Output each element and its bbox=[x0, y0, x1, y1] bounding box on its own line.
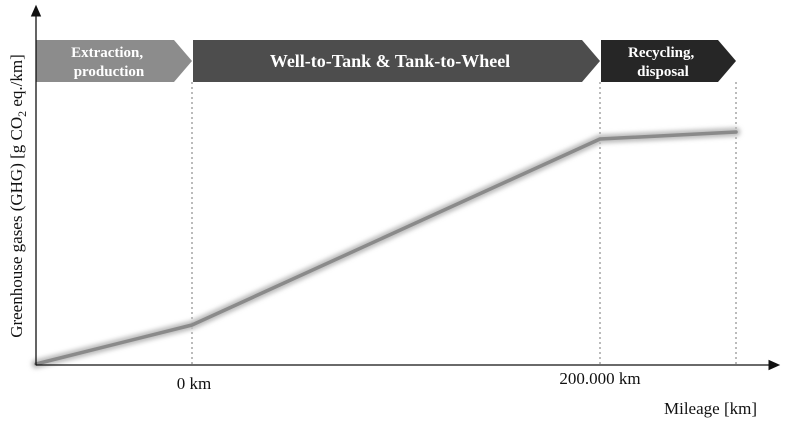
phase-arrow-recycling bbox=[601, 40, 736, 82]
phase-separators bbox=[191, 82, 737, 365]
phase-arrow-use bbox=[193, 40, 600, 82]
x-tick-0km: 0 km bbox=[177, 374, 211, 393]
phase-label-extraction-line-2: production bbox=[74, 64, 145, 80]
y-axis-label-main: Greenhouse gases (GHG) [g CO bbox=[7, 117, 26, 338]
ghg-curve-glow bbox=[31, 127, 741, 369]
ghg-curve bbox=[31, 127, 741, 369]
ghg-curve-line bbox=[34, 130, 738, 366]
axes bbox=[30, 4, 781, 371]
phase-label-recycling: Recycling, disposal bbox=[628, 45, 698, 80]
y-axis-label-tail: eq./km] bbox=[7, 54, 26, 111]
x-axis-label: Mileage [km] bbox=[664, 399, 757, 418]
phase-label-use: Well-to-Tank & Tank-to-Wheel bbox=[270, 51, 510, 71]
phase-label-extraction: Extraction, production bbox=[71, 45, 147, 80]
phase-label-recycling-line-2: disposal bbox=[637, 64, 689, 80]
y-axis-label-subscript: 2 bbox=[15, 111, 29, 117]
phase-label-recycling-line-1: Recycling, bbox=[628, 45, 694, 61]
phase-banner: Extraction, production Well-to-Tank & Ta… bbox=[36, 40, 736, 82]
phase-arrow-extraction bbox=[36, 40, 192, 82]
x-tick-200000km: 200.000 km bbox=[559, 369, 640, 388]
phase-label-extraction-line-1: Extraction, bbox=[71, 45, 143, 61]
y-axis-label: Greenhouse gases (GHG) [g CO2 eq./km] bbox=[7, 54, 29, 338]
